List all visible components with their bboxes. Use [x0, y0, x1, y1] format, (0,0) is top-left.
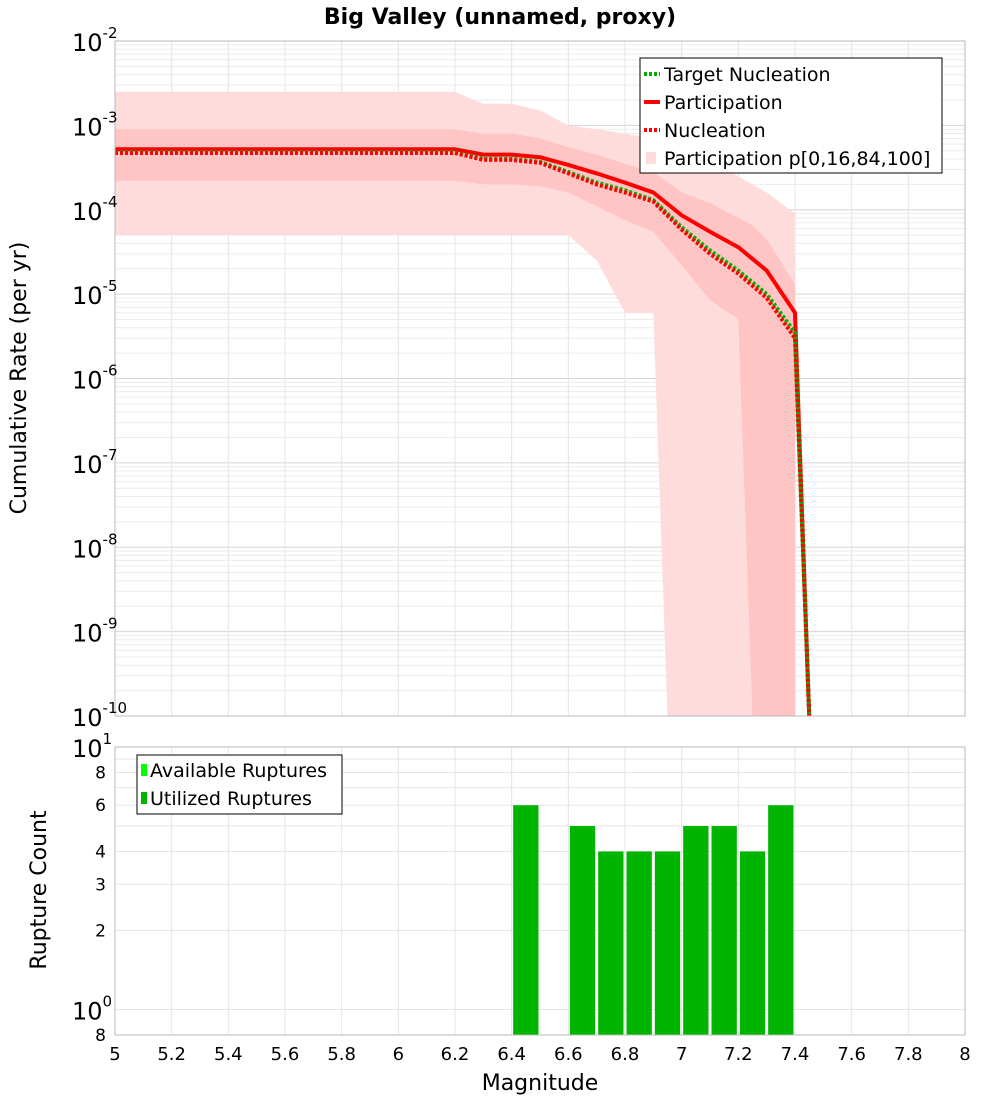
- x-tick-label: 7.8: [894, 1044, 923, 1065]
- x-tick-label: 6: [393, 1044, 404, 1065]
- x-tick-label: 5.6: [271, 1044, 300, 1065]
- y-tick-label: 101: [72, 730, 112, 763]
- legend-label: Nucleation: [664, 120, 766, 142]
- x-tick-label: 7.2: [724, 1044, 753, 1065]
- bar: [513, 805, 539, 1035]
- legend-label: Utilized Ruptures: [150, 788, 312, 810]
- top-plot: 10-10 10-9 10-8 10-7 10-6 10-5 10-4 10-3 10-2 Tar…: [72, 24, 966, 732]
- series-line-nucleation: [115, 151, 812, 717]
- y-tick-label: 10-5: [72, 277, 118, 310]
- chart-title: Big Valley (unnamed, proxy): [324, 5, 676, 30]
- x-tick-label: 5.2: [157, 1044, 186, 1065]
- x-tick-label: 8: [959, 1044, 970, 1065]
- y-tick-label: 8: [95, 763, 106, 783]
- bar: [626, 851, 652, 1035]
- y-tick-label: 10-3: [72, 108, 118, 141]
- top-y-axis-label: Cumulative Rate (per yr): [7, 242, 32, 515]
- x-tick-label: 6.2: [441, 1044, 470, 1065]
- y-tick-label: 2: [95, 922, 106, 942]
- series-lines: [115, 147, 812, 717]
- bar: [739, 851, 766, 1035]
- x-tick-label: 6.8: [611, 1044, 640, 1065]
- y-tick-label: 100: [72, 993, 112, 1026]
- bar: [569, 826, 596, 1035]
- legend-label: Participation: [664, 92, 783, 114]
- y-tick-label: 10-9: [72, 615, 118, 648]
- legend-swatch: [141, 764, 147, 776]
- x-tick-label: 7.4: [781, 1044, 810, 1065]
- x-tick-label: 5.4: [214, 1044, 243, 1065]
- y-tick-label: 10-4: [72, 193, 118, 226]
- y-tick-label: 4: [95, 842, 106, 862]
- x-tick-label: 7: [676, 1044, 687, 1065]
- uncertainty-bands: [115, 91, 795, 717]
- legend-label: Target Nucleation: [663, 64, 831, 86]
- x-tick-label: 5.8: [327, 1044, 356, 1065]
- y-tick-label: 10-7: [72, 446, 118, 479]
- y-tick-label: 8: [95, 1026, 106, 1046]
- y-tick-label: 6: [95, 796, 106, 816]
- legend-label: Participation p[0,16,84,100]: [664, 148, 930, 170]
- x-tick-label: 5: [109, 1044, 120, 1065]
- bar: [768, 805, 794, 1035]
- legend-swatch: [141, 792, 147, 804]
- x-ticks: 5 5.2 5.4 5.6 5.8 6 6.2 6.4 6.6 6.8 7 7.2 7.4 7.6 7.8 8: [109, 1044, 970, 1065]
- series-line-target-nucleation: [115, 150, 812, 717]
- series-line-participation: [115, 147, 812, 717]
- bottom-plot-frame: [114, 746, 966, 1036]
- legend-swatch-band: [646, 152, 656, 164]
- top-legend: Target Nucleation Participation Nucleation…: [639, 57, 943, 174]
- bar: [654, 851, 681, 1035]
- bar: [598, 851, 624, 1035]
- y-tick-label: 10-10: [72, 699, 127, 732]
- y-tick-label: 10-8: [72, 530, 118, 563]
- x-tick-label: 6.6: [554, 1044, 583, 1065]
- y-tick-label: 3: [95, 875, 106, 895]
- bottom-y-axis-label: Rupture Count: [27, 810, 52, 970]
- bar: [683, 826, 709, 1035]
- bars: [513, 805, 794, 1035]
- y-tick-label: 10-2: [72, 24, 118, 57]
- legend-label: Available Ruptures: [150, 760, 327, 782]
- top-legend-box: [639, 57, 943, 174]
- band-p0-p100: [115, 91, 795, 717]
- x-tick-label: 6.4: [497, 1044, 526, 1065]
- x-tick-label: 7.6: [837, 1044, 866, 1065]
- x-axis-label: Magnitude: [482, 1071, 599, 1096]
- top-plot-frame: [114, 40, 966, 717]
- bar: [711, 826, 737, 1035]
- top-y-ticks: 10-10 10-9 10-8 10-7 10-6 10-5 10-4 10-3 10-2: [72, 24, 127, 732]
- bottom-legend-box: [136, 754, 343, 815]
- bottom-legend: Available Ruptures Utilized Ruptures: [136, 754, 343, 815]
- y-tick-label: 10-6: [72, 362, 118, 395]
